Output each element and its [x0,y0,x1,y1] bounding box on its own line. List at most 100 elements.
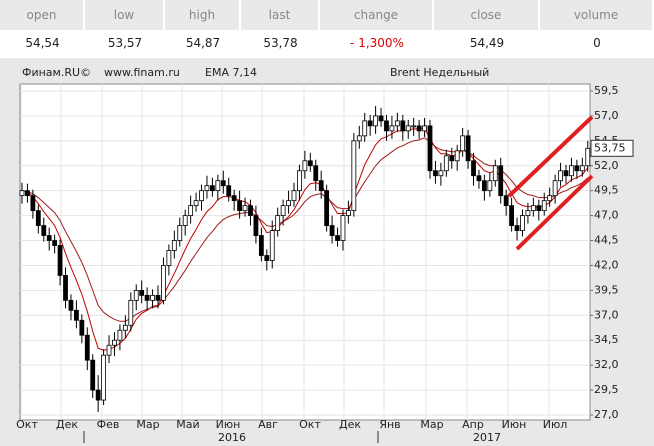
year-label: 2017 [473,431,501,444]
candle-body [367,120,373,127]
candle-body [362,120,368,137]
year-label: 2016 [218,431,246,444]
candle-body [400,120,406,132]
candle-body [242,205,248,212]
candle-body [433,170,438,177]
candle-body [356,135,362,142]
candle-body [547,195,553,202]
candle-body [318,180,324,192]
column-header: open [0,0,85,30]
candle-body [253,215,259,236]
source: Финам.RU© [22,66,91,79]
candle-body [411,125,417,128]
x-tick-label: Апр [462,418,484,431]
candle-body [52,240,58,246]
candle-body [340,215,346,241]
candle-body [139,289,145,296]
candle-body [585,147,591,167]
candle-body [449,155,455,162]
column-header: volume [540,0,654,30]
candle-body [128,299,134,326]
x-tick-label: Янв [379,418,400,431]
candle-body [226,185,232,197]
candle-body [258,235,264,256]
site: www.finam.ru [104,66,180,79]
candle-body [460,135,466,152]
candle-body [264,255,270,261]
candle-body [405,125,411,132]
candle-body [35,210,41,226]
y-tick-label: 34,5 [594,333,619,346]
x-tick-label: Дек [339,418,361,431]
candle-body [101,354,106,401]
y-tick-label: 52,0 [594,159,619,172]
y-tick-label: 29,5 [594,383,619,396]
candle-body [476,175,482,182]
quote-value: - 1,300% [350,36,404,50]
quote-table: open 54,54 low 53,57 high 54,87 last 53,78 chang… [0,0,654,58]
candle-body [574,165,580,172]
y-tick-label: 57,0 [594,109,619,122]
y-tick-label: 27,0 [594,408,619,421]
y-tick-label: 37,0 [594,308,619,321]
candle-body [536,205,542,212]
candle-body [422,125,427,132]
candle-body [427,125,433,172]
candle-body [46,235,52,241]
candle-body [231,195,237,202]
candle-body [209,185,215,192]
candle-body [552,180,558,197]
last-price-box [590,139,634,157]
candle-body [498,165,504,197]
candle-body [297,170,302,192]
y-tick-label: 49,5 [594,184,619,197]
x-tick-label: Мар [420,418,443,431]
candle-body [106,344,112,356]
candle-body [525,210,531,217]
candle-body [95,389,101,401]
quote-value: 0 [593,36,601,50]
candle-body [481,180,487,192]
candle-body [90,359,96,391]
quote-value: 54,87 [185,36,221,50]
candle-body [122,324,128,331]
candle-body [215,180,221,192]
candle-body [335,235,340,241]
plot-area [19,83,591,421]
column-header: change [320,0,434,30]
candle-body [286,200,291,207]
candle-body [275,215,281,231]
y-tick-label: 39,5 [594,283,619,296]
candle-body [558,170,563,182]
candle-body [443,155,449,172]
candle-body [579,165,585,172]
candle-body [509,205,515,226]
candle-body [351,140,357,212]
candle-body [74,309,79,321]
y-tick-label: 32,0 [594,358,619,371]
y-tick-label: 42,0 [594,258,619,271]
candle-body [373,115,379,127]
column-header: low [85,0,165,30]
candle-body [563,170,569,177]
candle-body [177,225,183,241]
x-tick-label: Май [176,418,199,431]
quote-value: 54,54 [25,36,60,50]
candle-body [280,205,286,217]
x-tick-label: Окт [16,418,38,431]
candle-body [302,160,308,172]
candle-body [144,294,150,301]
candle-body [514,225,520,231]
y-tick-label: 44,5 [594,234,619,247]
candle-body [503,195,509,207]
candle-body [471,160,476,177]
candle-body [220,180,226,187]
candle-body [63,275,68,301]
candle-body [79,319,85,336]
trend-line [515,174,594,251]
quote-value: 53,57 [107,36,143,50]
candle-body [438,170,444,177]
x-tick-label: Фев [97,418,120,431]
candle-body [193,200,199,207]
